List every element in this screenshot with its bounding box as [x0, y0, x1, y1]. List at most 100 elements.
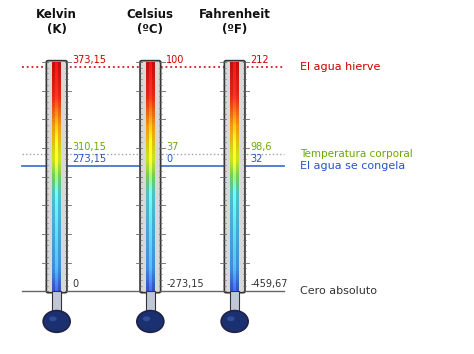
Bar — [230, 243, 239, 245]
Bar — [233, 76, 236, 78]
Bar — [149, 266, 152, 268]
Bar — [146, 78, 155, 80]
Bar — [52, 122, 61, 124]
Bar — [233, 278, 236, 280]
Bar — [52, 280, 61, 282]
Bar — [233, 113, 236, 115]
Bar — [149, 259, 152, 262]
Bar — [149, 213, 152, 216]
Bar — [149, 227, 152, 229]
Bar — [52, 74, 61, 76]
Bar — [233, 193, 236, 195]
Bar — [230, 175, 239, 177]
Bar — [149, 113, 152, 115]
Bar — [52, 87, 61, 90]
Bar — [52, 133, 61, 135]
Bar — [55, 126, 58, 129]
Bar — [149, 282, 152, 285]
Bar — [55, 133, 58, 135]
Bar — [230, 188, 239, 190]
Bar — [233, 133, 236, 135]
Bar — [55, 241, 58, 243]
Bar — [52, 255, 61, 257]
Bar — [149, 262, 152, 264]
Bar — [55, 259, 58, 262]
Bar — [149, 211, 152, 213]
Bar — [149, 175, 152, 177]
Bar — [149, 158, 152, 161]
Bar — [52, 211, 61, 213]
Bar — [55, 200, 58, 202]
Bar — [230, 255, 239, 257]
Bar — [230, 209, 239, 211]
Bar — [55, 85, 58, 87]
Bar — [233, 149, 236, 152]
Bar — [233, 64, 236, 67]
Bar — [146, 156, 155, 158]
Bar — [149, 218, 152, 220]
Bar — [146, 181, 155, 184]
Bar — [52, 144, 61, 147]
Text: 98,6: 98,6 — [251, 142, 272, 152]
Bar — [146, 241, 155, 243]
Bar — [52, 190, 61, 193]
Bar — [230, 278, 239, 280]
FancyBboxPatch shape — [46, 61, 67, 293]
Bar — [149, 147, 152, 149]
Bar — [233, 154, 236, 156]
Bar — [149, 135, 152, 138]
Text: 212: 212 — [251, 55, 269, 64]
Bar — [52, 241, 61, 243]
Bar — [149, 250, 152, 252]
Bar — [52, 186, 61, 188]
Bar — [55, 186, 58, 188]
Bar — [52, 225, 61, 227]
Bar — [146, 117, 155, 119]
Bar — [230, 211, 239, 213]
Bar — [149, 161, 152, 163]
Ellipse shape — [43, 310, 70, 332]
Bar — [146, 90, 155, 92]
Text: 373,15: 373,15 — [73, 55, 107, 64]
Bar — [149, 223, 152, 225]
Bar — [233, 177, 236, 179]
Bar — [52, 232, 61, 234]
Bar — [55, 232, 58, 234]
Bar — [230, 94, 239, 96]
Bar — [233, 223, 236, 225]
Bar — [52, 213, 61, 216]
Bar — [146, 213, 155, 216]
Bar — [149, 239, 152, 241]
Bar — [233, 227, 236, 229]
Bar — [230, 223, 239, 225]
Bar — [52, 291, 61, 321]
Bar — [146, 289, 155, 291]
Bar — [233, 232, 236, 234]
Bar — [146, 108, 155, 110]
Bar — [146, 229, 155, 232]
Bar — [55, 154, 58, 156]
Bar — [146, 87, 155, 90]
Bar — [146, 250, 155, 252]
Bar — [230, 195, 239, 197]
Bar — [52, 156, 61, 158]
Bar — [233, 259, 236, 262]
Text: 310,15: 310,15 — [73, 142, 107, 152]
Text: Cero absoluto: Cero absoluto — [300, 286, 377, 296]
Bar — [233, 195, 236, 197]
Bar — [55, 122, 58, 124]
Bar — [230, 262, 239, 264]
Bar — [230, 232, 239, 234]
Bar — [52, 264, 61, 266]
Bar — [55, 243, 58, 245]
Bar — [55, 101, 58, 103]
Bar — [55, 211, 58, 213]
Bar — [55, 105, 58, 108]
Bar — [55, 115, 58, 117]
Bar — [146, 152, 155, 154]
Bar — [233, 239, 236, 241]
Bar — [230, 78, 239, 80]
Bar — [146, 167, 155, 170]
Bar — [146, 268, 155, 271]
Bar — [146, 188, 155, 190]
